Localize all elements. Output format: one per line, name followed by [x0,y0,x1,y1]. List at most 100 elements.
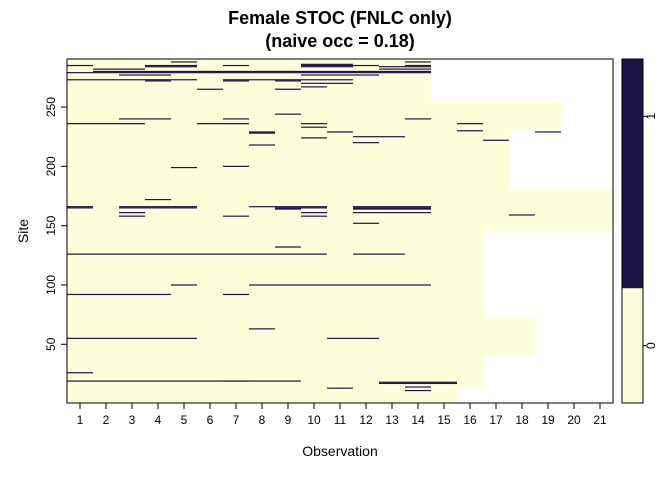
legend-frame [621,58,644,404]
detection-cell-46 [327,131,353,133]
y-tick-label-100: 100 [44,275,58,295]
detection-cell-12 [223,293,249,296]
x-tick-label-6: 6 [207,413,214,427]
observed-block-6 [67,130,509,178]
detection-cell-17 [275,246,301,248]
detection-cell-81 [405,64,431,67]
detection-cell-11 [67,293,171,296]
detection-cell-75 [301,66,353,68]
detection-cell-33 [249,206,327,208]
legend-swatch-0 [622,288,643,403]
detection-cell-9 [327,337,379,339]
detection-cell-13 [171,284,197,286]
y-axis: 50 100 150 200 250 [44,97,67,351]
detection-cell-19 [119,215,145,217]
detection-cell-44 [249,132,275,134]
detection-cell-68 [119,74,171,76]
x-tick-label-7: 7 [233,413,240,427]
detection-cell-31 [67,206,93,208]
x-tick-label-12: 12 [359,413,373,427]
legend-label-1: 1 [644,113,658,120]
detection-cell-57 [275,113,301,115]
x-tick-label-16: 16 [463,413,477,427]
detection-cell-39 [249,144,275,146]
detection-cell-10 [249,328,275,330]
detection-cell-3 [379,382,457,385]
detection-cell-42 [301,137,327,139]
detection-cell-54 [119,118,171,120]
x-tick-label-5: 5 [181,413,188,427]
detection-cell-21 [301,215,327,217]
detection-cell-52 [301,123,327,125]
detection-cell-43 [353,136,405,138]
detection-cell-82 [301,63,353,65]
x-tick-label-21: 21 [593,413,607,427]
detection-cell-24 [353,212,431,214]
legend-swatch-1 [622,59,643,289]
detection-cell-49 [301,126,327,128]
y-tick-label-250: 250 [44,97,58,117]
detection-cell-45 [249,131,275,133]
detection-cell-47 [535,131,561,133]
detection-cell-70 [67,72,431,74]
x-tick-label-3: 3 [129,413,136,427]
detection-cell-72 [93,68,145,70]
detection-cell-26 [353,208,431,210]
detection-cell-67 [275,79,353,81]
detection-cell-64 [275,80,301,82]
detection-cell-71 [93,70,431,73]
detection-cell-8 [67,337,197,339]
observed-block-7 [67,101,561,131]
detection-cell-73 [379,68,431,70]
detection-cell-40 [353,142,379,144]
x-axis-label: Observation [302,443,377,459]
detection-cell-27 [67,207,93,209]
detection-cell-59 [275,88,301,90]
detection-cell-38 [223,165,249,167]
chart-subtitle: (naive occ = 0.18) [265,31,415,51]
x-tick-label-18: 18 [515,413,529,427]
y-tick-label-50: 50 [44,337,58,351]
detection-cell-18 [353,222,379,224]
x-axis: 1 2 3 4 5 6 7 8 9 10 11 12 13 14 15 16 17 18 19 20 21 [77,403,607,427]
x-tick-label-8: 8 [259,413,266,427]
y-axis-label: Site [15,219,31,243]
x-tick-label-4: 4 [155,413,162,427]
detection-cell-5 [405,389,431,392]
observed-block-5 [67,177,509,190]
x-tick-label-9: 9 [285,413,292,427]
y-tick-label-200: 200 [44,156,58,176]
detection-cell-32 [119,206,197,208]
detection-cell-0 [67,380,249,382]
detection-cell-34 [353,206,431,208]
detection-cell-1 [223,380,301,382]
chart-title: Female STOC (FNLC only) [228,8,452,28]
detection-cell-84 [405,61,431,63]
detection-cell-22 [119,212,145,214]
detection-cell-15 [67,253,327,255]
detection-cell-69 [301,74,379,76]
detection-cell-6 [67,372,93,374]
x-tick-label-2: 2 [103,413,110,427]
x-tick-label-15: 15 [437,413,451,427]
detection-cell-7 [327,387,353,389]
x-tick-label-11: 11 [334,413,347,427]
detection-cell-79 [223,64,249,67]
x-tick-label-19: 19 [541,413,555,427]
detection-cell-4 [405,386,431,388]
observed-block-3 [67,231,483,318]
detection-cell-78 [145,64,197,67]
detection-cell-14 [249,284,431,286]
detection-cell-35 [509,214,535,216]
detection-cell-48 [457,130,483,132]
detection-cell-76 [379,66,431,68]
color-legend: 10 [621,58,658,404]
detection-cell-23 [301,212,327,214]
x-tick-label-14: 14 [411,413,425,427]
detection-cell-25 [275,208,301,210]
detection-cell-55 [223,118,249,120]
heatmap-cells [67,59,613,403]
observed-block-0 [67,387,457,403]
x-tick-label-20: 20 [567,413,581,427]
